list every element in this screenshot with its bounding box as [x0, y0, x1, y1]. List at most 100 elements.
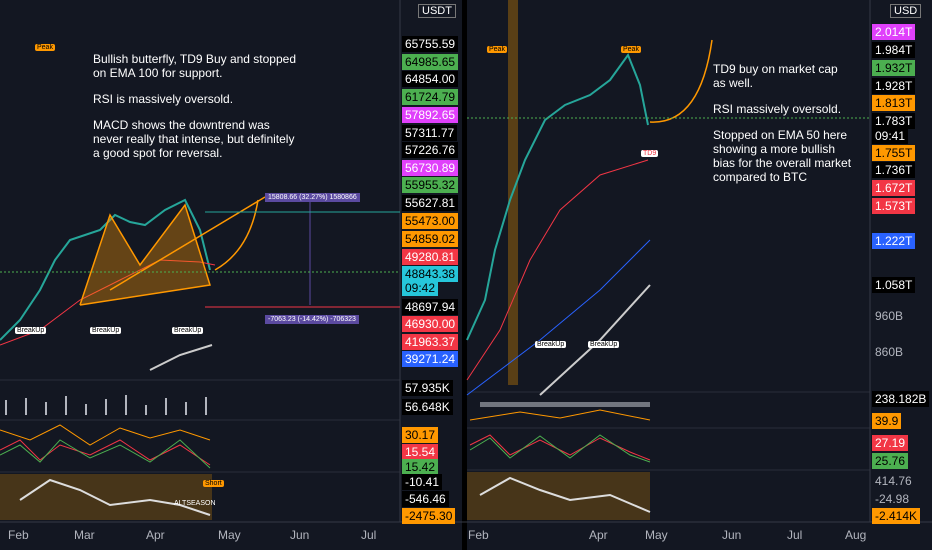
marker: Peak	[487, 46, 507, 53]
note: Bullish butterfly, TD9 Buy and stopped o…	[93, 52, 297, 80]
month-label: Mar	[74, 528, 95, 542]
price-label: 57226.76	[402, 142, 459, 158]
price-label: 56730.89	[402, 160, 459, 176]
marker: Peak	[621, 46, 641, 53]
month-label: Feb	[8, 528, 29, 542]
butterfly-outline	[79, 203, 211, 306]
price-label: 1.928T	[872, 78, 916, 94]
arrow	[214, 199, 259, 271]
month-label: Aug	[845, 528, 867, 542]
month-label: Feb	[468, 528, 489, 542]
price-label: 65755.59	[402, 36, 459, 52]
measure-label: -7063.23 (-14.42%) -706323	[265, 315, 359, 324]
rsi	[469, 409, 651, 421]
price-label: 64854.00	[402, 71, 459, 87]
price-label: 55627.81	[402, 195, 459, 211]
marker: TD9	[641, 150, 659, 157]
month-label: Apr	[589, 528, 608, 542]
price-label: 1.755T	[872, 145, 916, 161]
price-label: 39271.24	[402, 351, 459, 367]
divider	[462, 0, 467, 550]
marker: BreakUp	[172, 327, 204, 334]
measure-label: 15808.66 (32.27%) 1580866	[265, 193, 360, 202]
volume	[5, 395, 207, 415]
month-label: Apr	[146, 528, 165, 542]
price-label: 1.222T	[872, 233, 916, 249]
price-label: 09:42	[402, 280, 439, 296]
price-label: 48843.38	[402, 266, 459, 282]
ema	[149, 344, 213, 371]
price-label: 46930.00	[402, 316, 459, 332]
price-label: 55473.00	[402, 213, 459, 229]
price-label: 55955.32	[402, 177, 459, 193]
price-label: 414.76	[875, 474, 912, 488]
price-label: -24.98	[875, 492, 910, 506]
price-label: 49280.81	[402, 249, 459, 265]
macd	[479, 476, 651, 513]
price-label: 15.42	[402, 459, 439, 475]
price-label: 15.54	[402, 444, 439, 460]
price-label: 61724.79	[402, 89, 459, 105]
price-label: 54859.02	[402, 231, 459, 247]
note: MACD shows the downtrend was never reall…	[93, 118, 295, 160]
price-label: 56.648K	[402, 399, 453, 415]
annotation: TD9 buy on market cap as well. RSI massi…	[713, 62, 853, 196]
price-label: 1.932T	[872, 60, 916, 76]
price-label: 48697.94	[402, 299, 459, 315]
price-label: 57311.77	[402, 125, 458, 141]
marker: BreakUp	[535, 341, 567, 348]
note: RSI massively oversold.	[713, 102, 842, 116]
price-label: -2475.30	[402, 508, 456, 524]
price-label: 1.736T	[872, 162, 916, 178]
price-label: 1.813T	[872, 95, 916, 111]
price-label: 09:41	[872, 128, 909, 144]
price-label: 2.014T	[872, 24, 916, 40]
note: Stopped on EMA 50 here showing a more bu…	[713, 128, 852, 184]
marker: BreakUp	[15, 327, 47, 334]
price-label: -10.41	[402, 474, 443, 490]
annotation: Bullish butterfly, TD9 Buy and stopped o…	[93, 52, 303, 172]
month-label: May	[645, 528, 668, 542]
price-label: 1.984T	[872, 42, 916, 58]
marker: BreakUp	[90, 327, 122, 334]
measure	[205, 200, 400, 308]
price-label: 64985.65	[402, 54, 459, 70]
marker: Short	[203, 480, 224, 487]
macd-bg	[0, 474, 212, 520]
note: RSI is massively oversold.	[93, 92, 234, 106]
price-label: 39.9	[872, 413, 902, 429]
ema	[466, 239, 651, 396]
price-label: 860B	[875, 345, 904, 359]
stoch	[0, 439, 211, 466]
price-label: 27.19	[872, 435, 909, 451]
price-label: 25.76	[872, 453, 909, 469]
price-label: 238.182B	[872, 391, 930, 407]
butterfly	[80, 205, 210, 305]
month-label: Jun	[722, 528, 742, 542]
price-label: 41963.37	[402, 334, 459, 350]
price-label: 1.058T	[872, 277, 916, 293]
price-label: 1.672T	[872, 180, 916, 196]
price-label: 1.573T	[872, 198, 916, 214]
note: TD9 buy on market cap as well.	[713, 62, 838, 90]
month-label: Jun	[290, 528, 310, 542]
price-label: -546.46	[402, 491, 449, 507]
price-label: -2.414K	[872, 508, 921, 524]
pane-separators	[0, 0, 932, 523]
price-path	[466, 52, 649, 341]
stoch	[469, 434, 651, 463]
volume	[480, 402, 650, 407]
price-label: 960B	[875, 309, 904, 323]
rsi	[0, 424, 211, 446]
ema	[466, 159, 649, 381]
price-label: 57892.65	[402, 107, 459, 123]
price-label: 30.17	[402, 427, 439, 443]
currency: USDT	[418, 4, 456, 18]
marker: ALTSEASON	[174, 500, 216, 507]
macd	[19, 478, 211, 516]
marker: BreakUp	[588, 341, 620, 348]
month-label: Jul	[361, 528, 377, 542]
stoch	[0, 439, 211, 469]
